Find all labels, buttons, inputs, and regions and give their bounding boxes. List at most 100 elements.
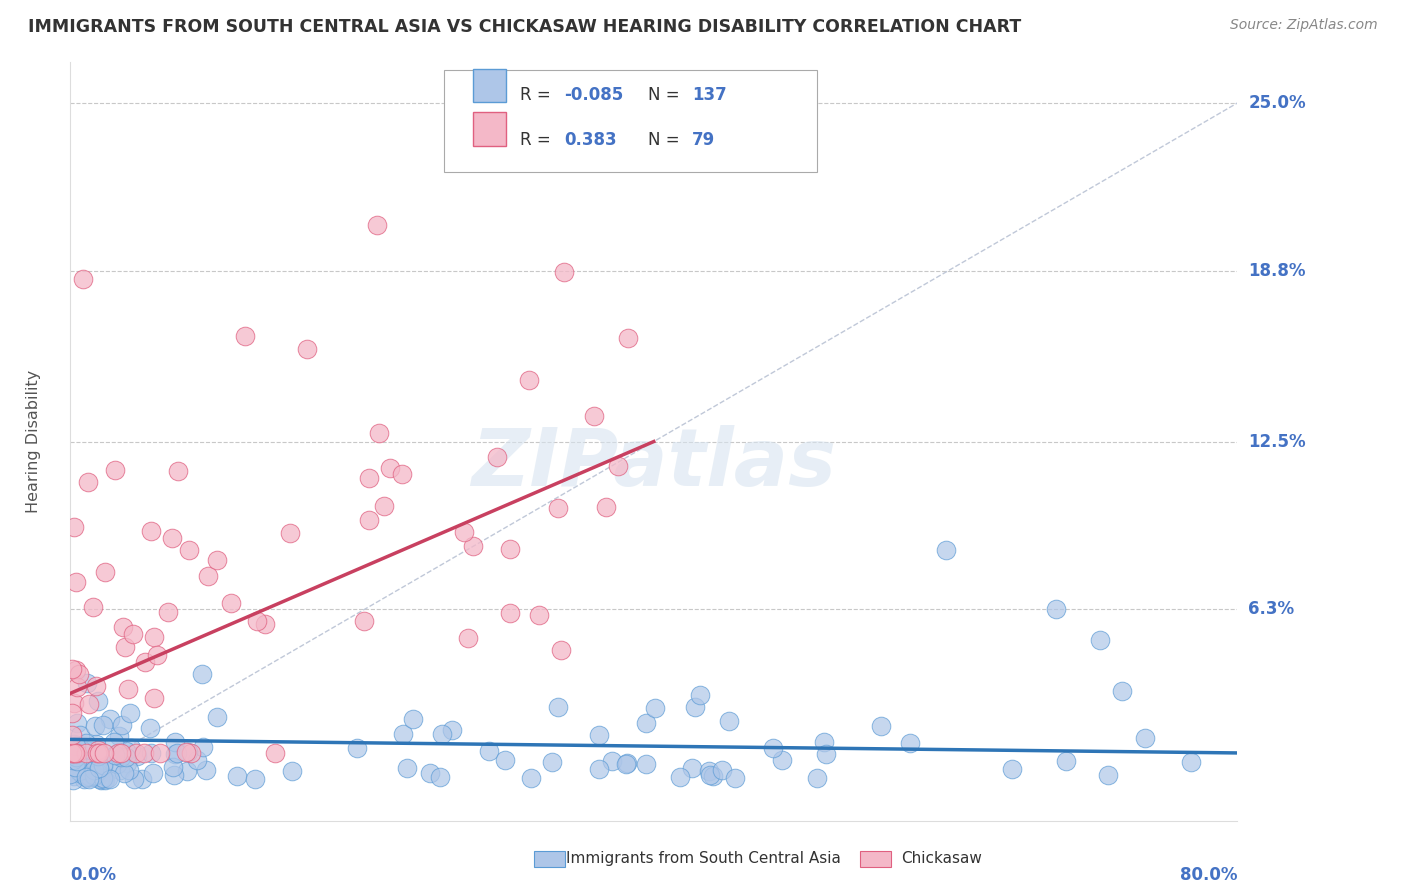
Point: [66, 746, 89, 760]
Point: [118, 706, 141, 720]
Point: [1054, 754, 1077, 768]
Point: [114, 640, 136, 655]
Point: [900, 736, 922, 750]
Point: [814, 747, 837, 761]
Point: [89, 772, 111, 787]
Point: [79, 769, 101, 783]
Point: [67, 764, 90, 778]
Point: [105, 757, 128, 772]
Point: [65, 574, 87, 589]
Point: [66, 680, 89, 694]
Point: [197, 569, 219, 583]
Point: [89, 761, 111, 775]
Point: [1180, 755, 1202, 769]
Point: [60, 746, 83, 760]
Point: [59, 767, 82, 781]
Point: [146, 648, 169, 663]
Point: [84, 737, 107, 751]
Point: [118, 763, 141, 777]
Point: [616, 756, 638, 771]
Point: [378, 461, 401, 475]
Point: [134, 655, 156, 669]
Point: [65, 663, 87, 677]
Point: [1097, 768, 1119, 782]
Point: [1133, 731, 1156, 745]
Point: [87, 748, 110, 763]
Text: IMMIGRANTS FROM SOUTH CENTRAL ASIA VS CHICKASAW HEARING DISABILITY CORRELATION C: IMMIGRANTS FROM SOUTH CENTRAL ASIA VS CH…: [28, 18, 1021, 36]
Point: [142, 630, 165, 644]
Point: [689, 688, 711, 702]
Point: [96, 772, 118, 786]
Point: [83, 763, 105, 777]
Point: [75, 736, 97, 750]
Point: [67, 667, 90, 681]
Point: [263, 746, 285, 760]
Point: [494, 753, 516, 767]
Text: Source: ZipAtlas.com: Source: ZipAtlas.com: [1230, 18, 1378, 32]
Point: [357, 513, 380, 527]
Point: [813, 735, 835, 749]
Text: 0.0%: 0.0%: [70, 866, 117, 884]
Bar: [472, 112, 506, 145]
Point: [366, 218, 388, 232]
Point: [174, 746, 197, 760]
Point: [103, 735, 125, 749]
Point: [392, 726, 415, 740]
Point: [221, 596, 243, 610]
Point: [190, 666, 212, 681]
Text: Hearing Disability: Hearing Disability: [27, 370, 41, 513]
Point: [527, 607, 550, 622]
Point: [91, 771, 114, 785]
Point: [77, 475, 100, 490]
Point: [94, 772, 117, 787]
Point: [86, 761, 108, 775]
Point: [65, 716, 87, 731]
Point: [62, 753, 84, 767]
Point: [373, 499, 395, 513]
Point: [281, 764, 304, 778]
Text: 18.8%: 18.8%: [1249, 262, 1306, 280]
Point: [91, 760, 114, 774]
Point: [583, 409, 606, 423]
Point: [79, 770, 101, 784]
Point: [243, 772, 266, 786]
Point: [246, 614, 269, 628]
Point: [100, 712, 122, 726]
Point: [353, 614, 375, 628]
Point: [634, 715, 657, 730]
Point: [430, 727, 453, 741]
Point: [120, 741, 142, 756]
Point: [107, 730, 129, 744]
Point: [79, 756, 101, 771]
Point: [86, 764, 108, 779]
Point: [125, 749, 148, 764]
Point: [112, 766, 135, 780]
Point: [478, 743, 501, 757]
Point: [60, 746, 83, 760]
Point: [806, 771, 828, 785]
Point: [86, 694, 108, 708]
Text: 79: 79: [692, 131, 716, 149]
Point: [702, 769, 724, 783]
Point: [77, 697, 100, 711]
Point: [453, 525, 475, 540]
Point: [139, 721, 162, 735]
Point: [463, 539, 485, 553]
Point: [934, 542, 956, 557]
Point: [111, 620, 134, 634]
Point: [295, 342, 318, 356]
Point: [205, 553, 228, 567]
Point: [547, 501, 569, 516]
Point: [73, 764, 96, 778]
Point: [1045, 602, 1067, 616]
Point: [76, 746, 98, 760]
Point: [83, 768, 105, 782]
Point: [111, 717, 134, 731]
Point: [357, 471, 380, 485]
Point: [66, 754, 89, 768]
Point: [70, 767, 93, 781]
Point: [724, 771, 747, 785]
Point: [233, 329, 256, 343]
Point: [65, 750, 87, 764]
Text: R =: R =: [520, 131, 555, 149]
